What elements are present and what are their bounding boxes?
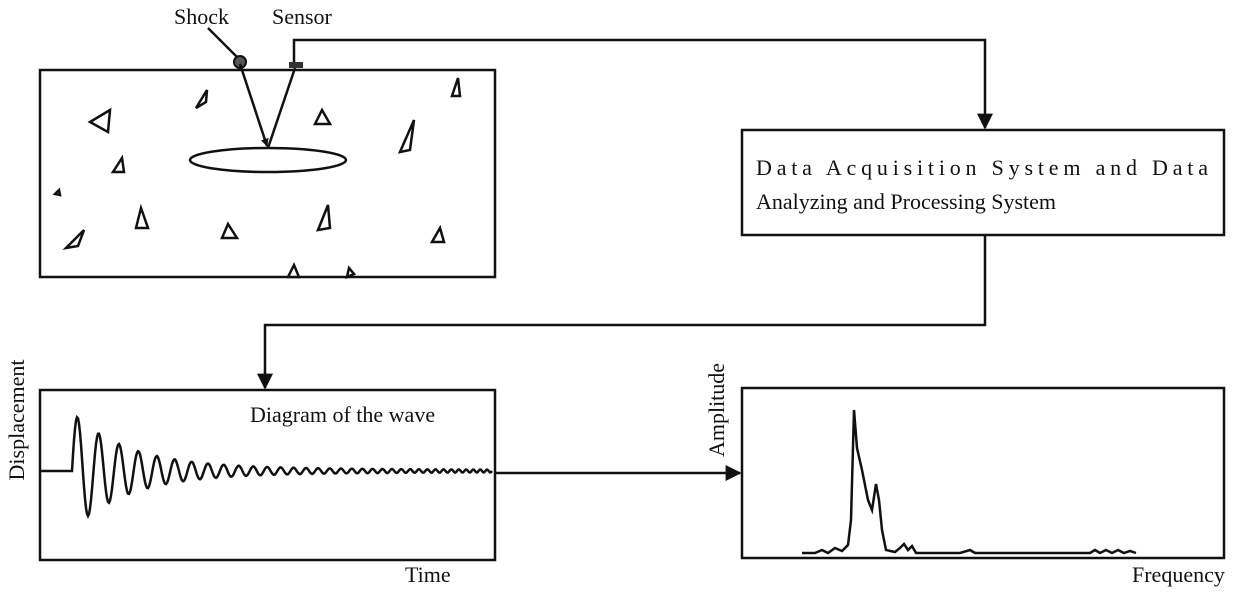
- system-line: Data Acquisition System and Data: [756, 155, 1208, 180]
- sensor: [289, 62, 303, 68]
- signal-arrow: [292, 38, 993, 130]
- incident-wave: [238, 63, 269, 147]
- time-label: Time: [405, 562, 451, 587]
- shock-label: Shock: [174, 4, 229, 29]
- frequency-label: Frequency: [1132, 562, 1225, 587]
- wave-box: [38, 388, 497, 562]
- shock-leader: [207, 27, 239, 59]
- system-line: Analyzing and Processing System: [756, 189, 1056, 214]
- shock-point: [233, 55, 247, 69]
- output-arrow: [257, 235, 987, 390]
- displacement-label: Displacement: [4, 360, 29, 481]
- wave: [40, 414, 493, 519]
- spectrum-box: [740, 386, 1226, 560]
- specimen: [38, 68, 497, 279]
- amplitude-label: Amplitude: [704, 363, 729, 457]
- wave-title: Diagram of the wave: [250, 402, 435, 427]
- sensor-label: Sensor: [272, 4, 333, 29]
- aggregates: [52, 77, 462, 280]
- reflected-wave: [266, 67, 297, 149]
- system-box: [740, 128, 1226, 237]
- defect: [188, 146, 348, 174]
- spectrum: [802, 409, 1137, 555]
